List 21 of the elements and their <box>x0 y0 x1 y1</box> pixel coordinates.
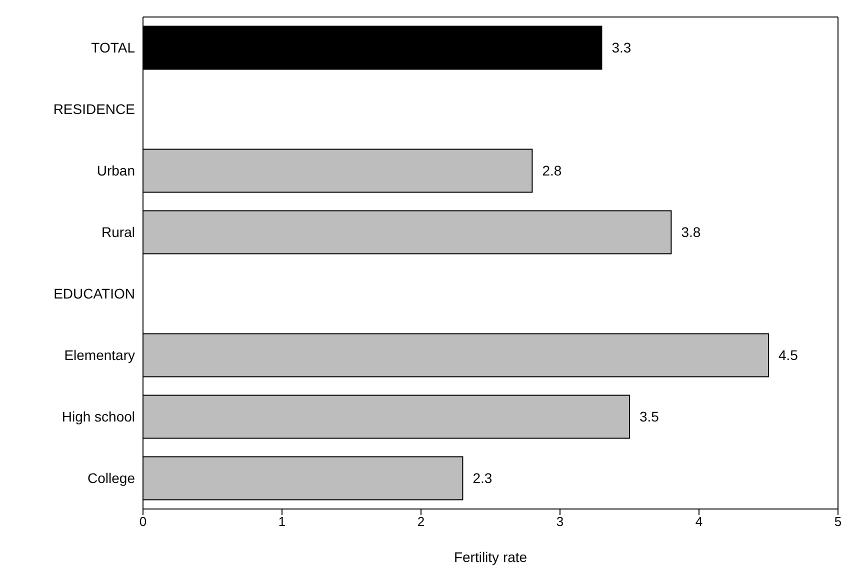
x-tick-label: 5 <box>834 514 842 530</box>
data-label: 3.3 <box>612 40 632 56</box>
y-tick-label: Elementary <box>64 347 135 364</box>
y-tick-label: Urban <box>96 162 135 179</box>
y-tick-label: RESIDENCE <box>53 101 135 118</box>
y-tick-label: Rural <box>102 224 135 240</box>
x-tick-label: 4 <box>695 514 703 530</box>
y-tick-label: EDUCATION <box>54 286 135 302</box>
data-label: 2.3 <box>472 470 492 486</box>
data-label: 3.8 <box>681 224 701 240</box>
x-tick-label: 1 <box>278 514 286 530</box>
data-label: 3.5 <box>640 408 660 425</box>
y-tick-label: College <box>88 470 136 486</box>
x-tick-label: 3 <box>556 514 564 530</box>
data-label: 2.8 <box>542 162 562 179</box>
x-tick-label: 2 <box>417 514 425 530</box>
x-axis-title: Fertility rate <box>454 549 528 565</box>
x-tick-label: 0 <box>139 514 147 530</box>
y-tick-label: TOTAL <box>91 40 136 56</box>
data-label: 4.5 <box>778 347 798 364</box>
y-tick-label: High school <box>62 408 135 425</box>
